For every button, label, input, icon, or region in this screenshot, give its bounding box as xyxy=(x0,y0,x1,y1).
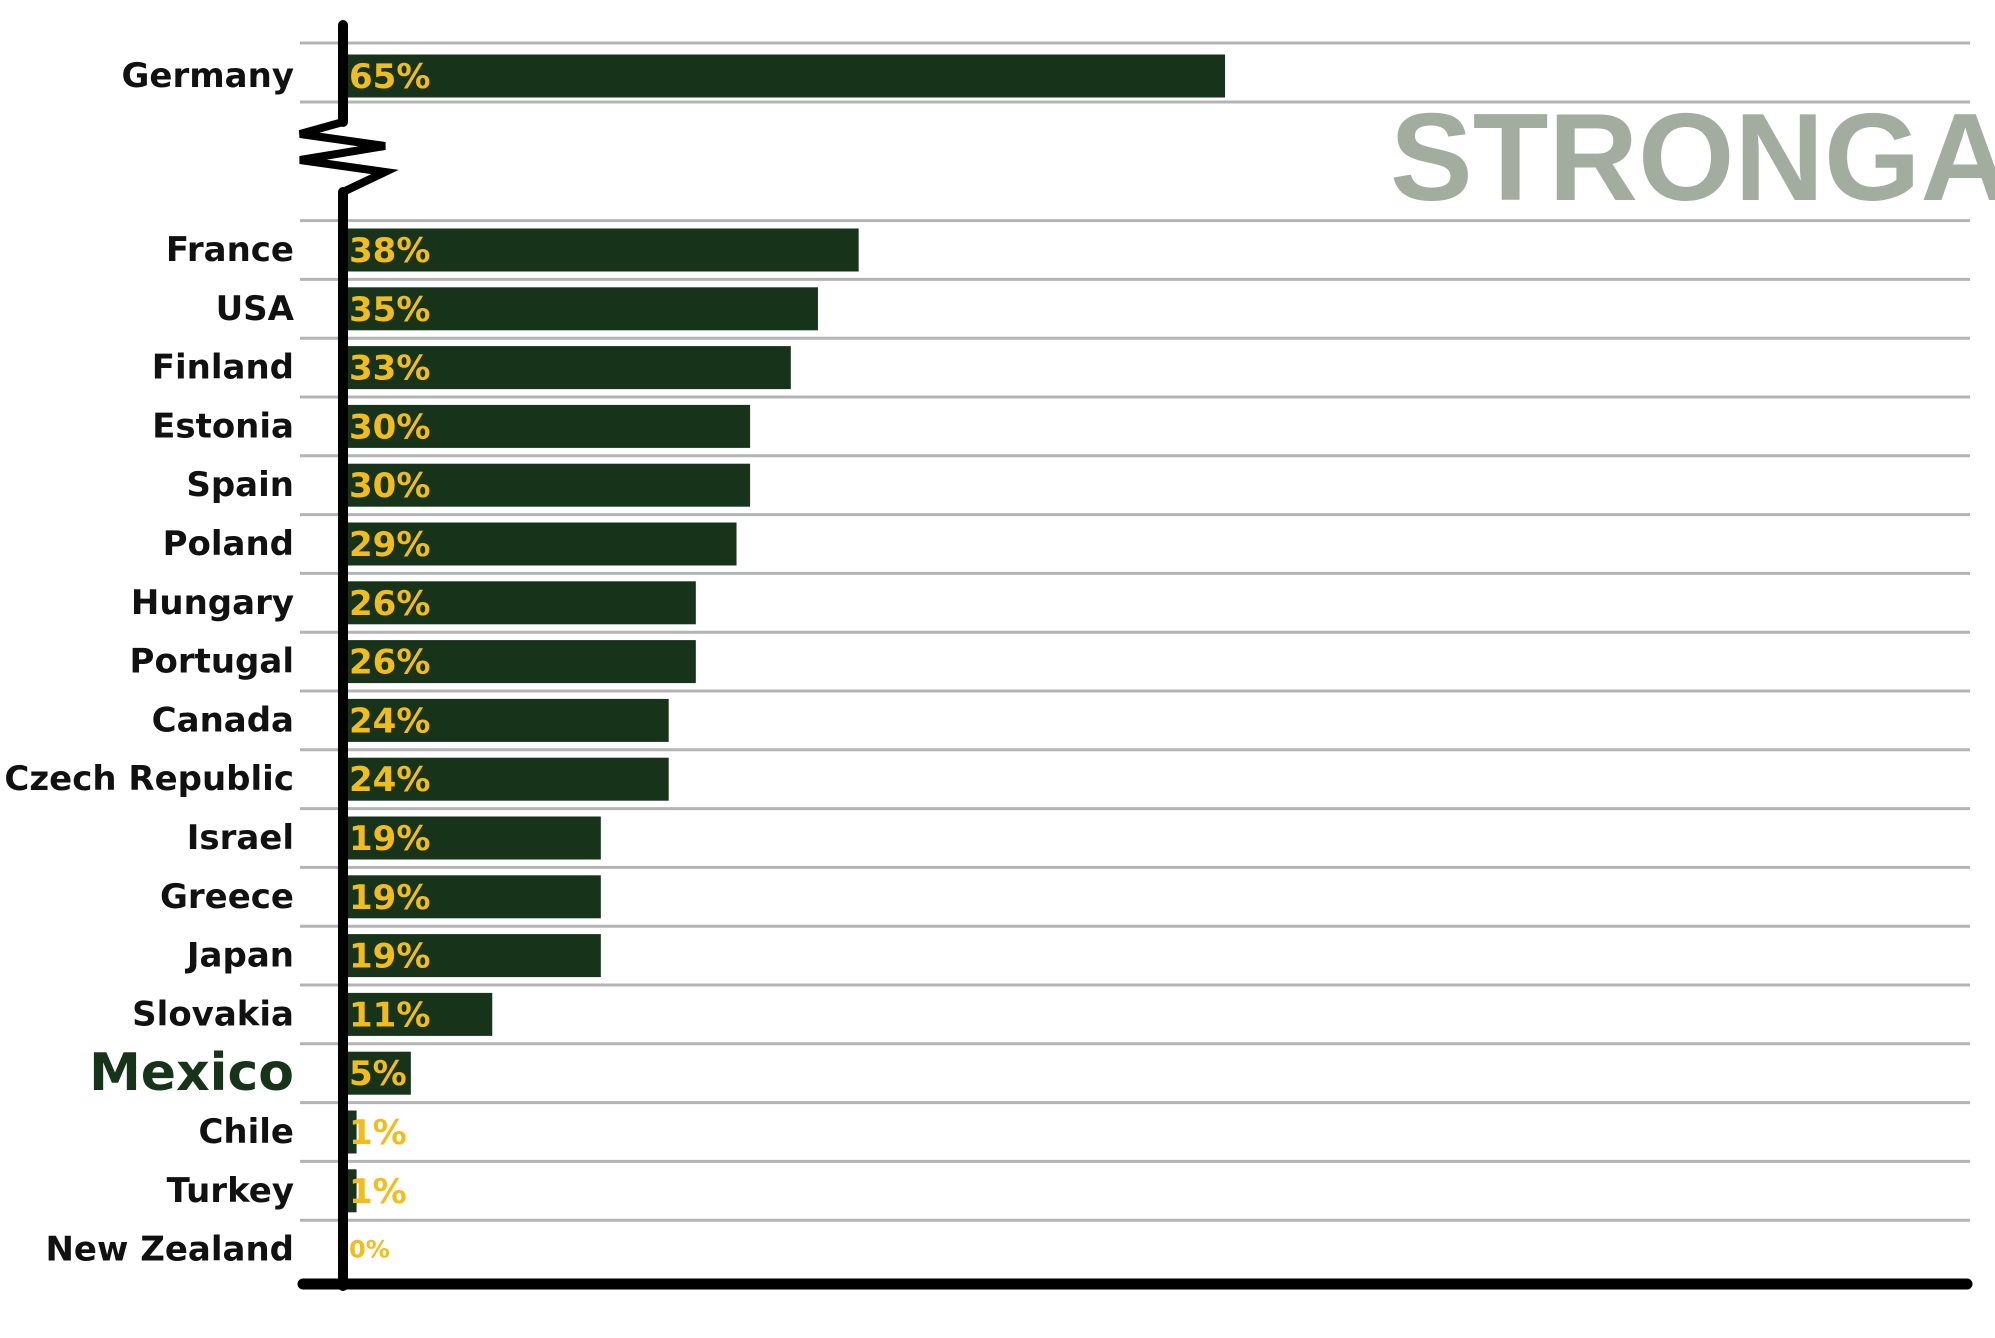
bar-mexico xyxy=(343,1051,411,1095)
bar-hungary xyxy=(343,581,696,625)
category-label: Germany xyxy=(122,56,294,96)
bar-czech-republic xyxy=(343,757,669,801)
value-label: 38% xyxy=(349,231,430,271)
bar-portugal xyxy=(343,640,696,684)
category-labels: Germany France USA Finland Estonia Spain Polan… xyxy=(4,56,294,1270)
value-label: 35% xyxy=(349,290,430,330)
value-label: 19% xyxy=(349,819,430,859)
value-label: 5% xyxy=(349,1054,407,1094)
value-label: 30% xyxy=(349,466,430,506)
category-label: USA xyxy=(216,289,295,329)
value-label: 1% xyxy=(349,1113,407,1153)
value-label: 26% xyxy=(349,643,430,683)
category-label: Chile xyxy=(198,1112,294,1152)
bar-france xyxy=(343,228,859,272)
value-label: 24% xyxy=(349,760,430,800)
bar-japan xyxy=(343,934,601,978)
bar-greece xyxy=(343,875,601,919)
bar-poland xyxy=(343,522,737,566)
bar-germany xyxy=(343,54,1226,98)
category-label: Mexico xyxy=(89,1043,294,1103)
category-label: Israel xyxy=(187,818,294,858)
watermark-logo: STRONGA xyxy=(1390,89,1995,227)
category-label: Portugal xyxy=(130,642,294,682)
category-label: Japan xyxy=(185,936,294,976)
value-label: 19% xyxy=(349,937,430,977)
category-label: Czech Republic xyxy=(4,759,294,799)
bar-estonia xyxy=(343,404,751,448)
value-label: 65% xyxy=(349,57,430,97)
category-label: Slovakia xyxy=(132,994,294,1034)
category-label: New Zealand xyxy=(45,1230,294,1270)
bars xyxy=(343,54,1226,1213)
axes xyxy=(297,20,1973,1291)
axis-break-zigzag xyxy=(298,118,399,196)
value-label: 33% xyxy=(349,349,430,389)
value-labels: 65% 38% 35% 33% 30% 30% 29% 26% 26% 24% 24% 19% 19% 1… xyxy=(349,57,430,1264)
category-label: Canada xyxy=(152,700,294,740)
value-label: 30% xyxy=(349,407,430,447)
value-label: 29% xyxy=(349,525,430,565)
category-label: Hungary xyxy=(131,583,294,623)
value-label: 26% xyxy=(349,584,430,624)
category-label: Turkey xyxy=(167,1171,294,1211)
gridlines xyxy=(300,41,1970,1222)
bar-israel xyxy=(343,816,601,860)
bar-usa xyxy=(343,287,818,331)
value-label: 24% xyxy=(349,701,430,741)
category-label: Spain xyxy=(186,465,294,505)
category-label: Estonia xyxy=(152,406,294,446)
category-label: Greece xyxy=(160,877,294,917)
bar-spain xyxy=(343,463,751,507)
category-label: Finland xyxy=(152,348,294,388)
bar-canada xyxy=(343,698,669,742)
value-label: 11% xyxy=(349,995,430,1035)
value-label: 19% xyxy=(349,878,430,918)
bar-finland xyxy=(343,346,791,390)
value-label: 0% xyxy=(349,1236,390,1264)
bar-slovakia xyxy=(343,992,493,1036)
value-label: 1% xyxy=(349,1172,407,1212)
category-label: France xyxy=(166,230,294,270)
category-label: Poland xyxy=(163,524,294,564)
